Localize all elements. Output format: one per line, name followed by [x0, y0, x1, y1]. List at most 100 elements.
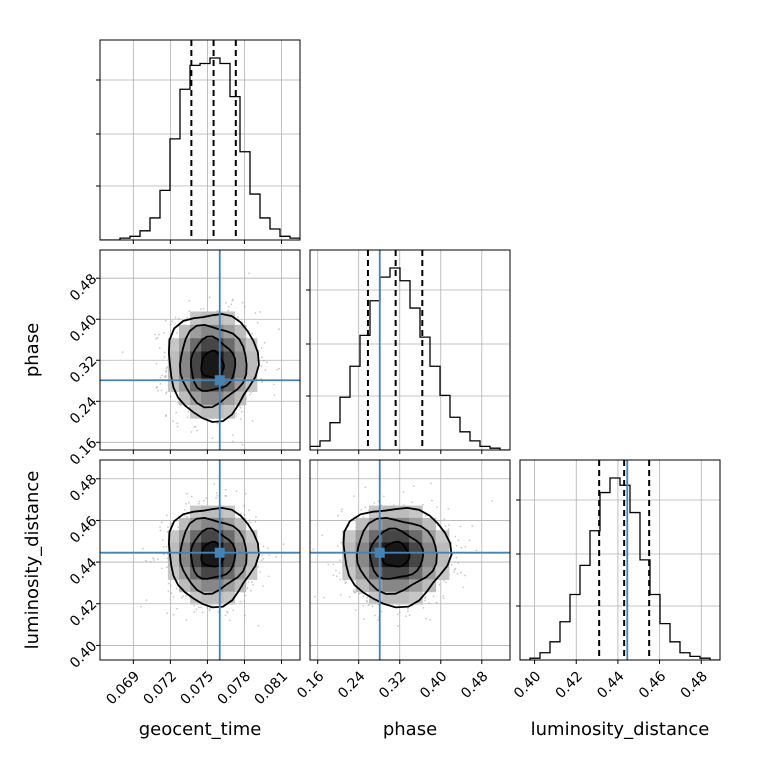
- density-cell: [179, 364, 191, 379]
- sample-point: [247, 581, 250, 583]
- density-cell: [223, 391, 236, 406]
- sample-point: [185, 503, 187, 505]
- sample-point: [175, 411, 178, 414]
- density-cell: [190, 391, 202, 406]
- density-cell: [409, 579, 423, 593]
- density-cell: [409, 530, 423, 543]
- sample-point: [165, 415, 167, 418]
- y-tick-label-luminosity_distance: 0.46: [67, 513, 100, 546]
- density-cell: [201, 567, 213, 580]
- density-cell: [223, 338, 236, 352]
- sample-point: [443, 518, 446, 521]
- density-cell: [190, 542, 202, 556]
- x-tick-label-phase: 0.40: [417, 668, 450, 701]
- x-axis-label-geocent_time: geocent_time: [139, 719, 262, 740]
- sample-point: [445, 581, 447, 584]
- sample-point: [246, 587, 249, 590]
- density-cell: [395, 554, 410, 568]
- sample-point: [155, 387, 158, 389]
- sample-point: [226, 612, 229, 614]
- sample-point: [145, 599, 148, 601]
- x-tick-label-luminosity_distance: 0.42: [553, 668, 586, 701]
- sample-point: [165, 391, 168, 393]
- density-cell: [355, 579, 370, 593]
- sample-point: [239, 600, 242, 603]
- sample-point: [152, 557, 154, 559]
- sample-point: [209, 608, 211, 610]
- sample-point: [262, 558, 265, 560]
- sample-point: [251, 332, 254, 335]
- sample-point: [355, 609, 357, 611]
- density-cell: [382, 567, 397, 580]
- x-tick-label-luminosity_distance: 0.44: [594, 668, 627, 701]
- sample-point: [266, 361, 268, 364]
- sample-point: [343, 579, 346, 582]
- sample-point: [282, 543, 285, 546]
- density-cell: [212, 591, 224, 605]
- sample-point: [201, 611, 204, 614]
- density-cell: [223, 530, 236, 543]
- density-cell: [167, 364, 180, 379]
- sample-point: [162, 546, 165, 548]
- sample-point: [431, 499, 433, 502]
- sample-point: [258, 571, 261, 573]
- density-cell: [212, 505, 224, 519]
- sample-point: [167, 590, 170, 592]
- sample-point: [248, 272, 251, 275]
- density-cell: [179, 351, 191, 366]
- density-cell: [435, 554, 450, 568]
- density-cell: [223, 579, 236, 593]
- sample-point: [194, 425, 197, 428]
- contour-level: [200, 540, 225, 568]
- density-cell: [234, 391, 247, 406]
- sample-point: [263, 341, 266, 344]
- sample-point: [235, 412, 237, 415]
- sample-point: [432, 595, 435, 598]
- sample-point: [239, 406, 242, 409]
- sample-point: [154, 333, 157, 336]
- y-tick-label-luminosity_distance: 0.48: [67, 472, 100, 505]
- sample-point: [396, 613, 399, 616]
- density-cell: [212, 554, 224, 568]
- sample-point: [187, 410, 190, 413]
- sample-point: [172, 596, 175, 598]
- sample-point: [362, 604, 365, 607]
- sample-point: [460, 546, 463, 549]
- density-cell: [223, 542, 236, 556]
- density-cell: [223, 378, 236, 392]
- sample-point: [167, 582, 170, 585]
- sample-point: [165, 369, 168, 372]
- sample-point: [336, 545, 339, 547]
- density-cell: [167, 338, 180, 352]
- density-cell: [212, 579, 224, 593]
- y-tick-label-luminosity_distance: 0.44: [67, 555, 100, 588]
- sample-point: [248, 519, 251, 522]
- density-cell: [234, 530, 247, 543]
- sample-point: [190, 495, 193, 498]
- sample-point: [211, 437, 214, 439]
- sample-point: [251, 581, 253, 584]
- sample-point: [273, 394, 276, 396]
- sample-point: [267, 575, 270, 578]
- sample-point: [344, 582, 347, 585]
- sample-point: [154, 337, 157, 340]
- density-cell: [223, 505, 236, 519]
- sample-point: [339, 559, 341, 561]
- sample-point: [186, 316, 189, 319]
- sample-point: [468, 539, 471, 542]
- histogram-phase: [306, 249, 511, 454]
- density-cell: [234, 517, 247, 531]
- sample-point: [457, 539, 460, 542]
- density-cell: [190, 338, 202, 352]
- sample-point: [374, 614, 376, 617]
- sample-point: [327, 563, 330, 566]
- x-tick-label-geocent_time: 0.078: [215, 668, 255, 708]
- sample-point: [262, 545, 265, 548]
- sample-point: [373, 502, 376, 504]
- panel-content: [100, 250, 300, 450]
- histogram-luminosity_distance: [516, 459, 721, 664]
- sample-point: [188, 310, 191, 313]
- density-cell: [167, 542, 180, 556]
- sample-point: [251, 420, 254, 422]
- y-tick-label-luminosity_distance: 0.40: [67, 638, 100, 671]
